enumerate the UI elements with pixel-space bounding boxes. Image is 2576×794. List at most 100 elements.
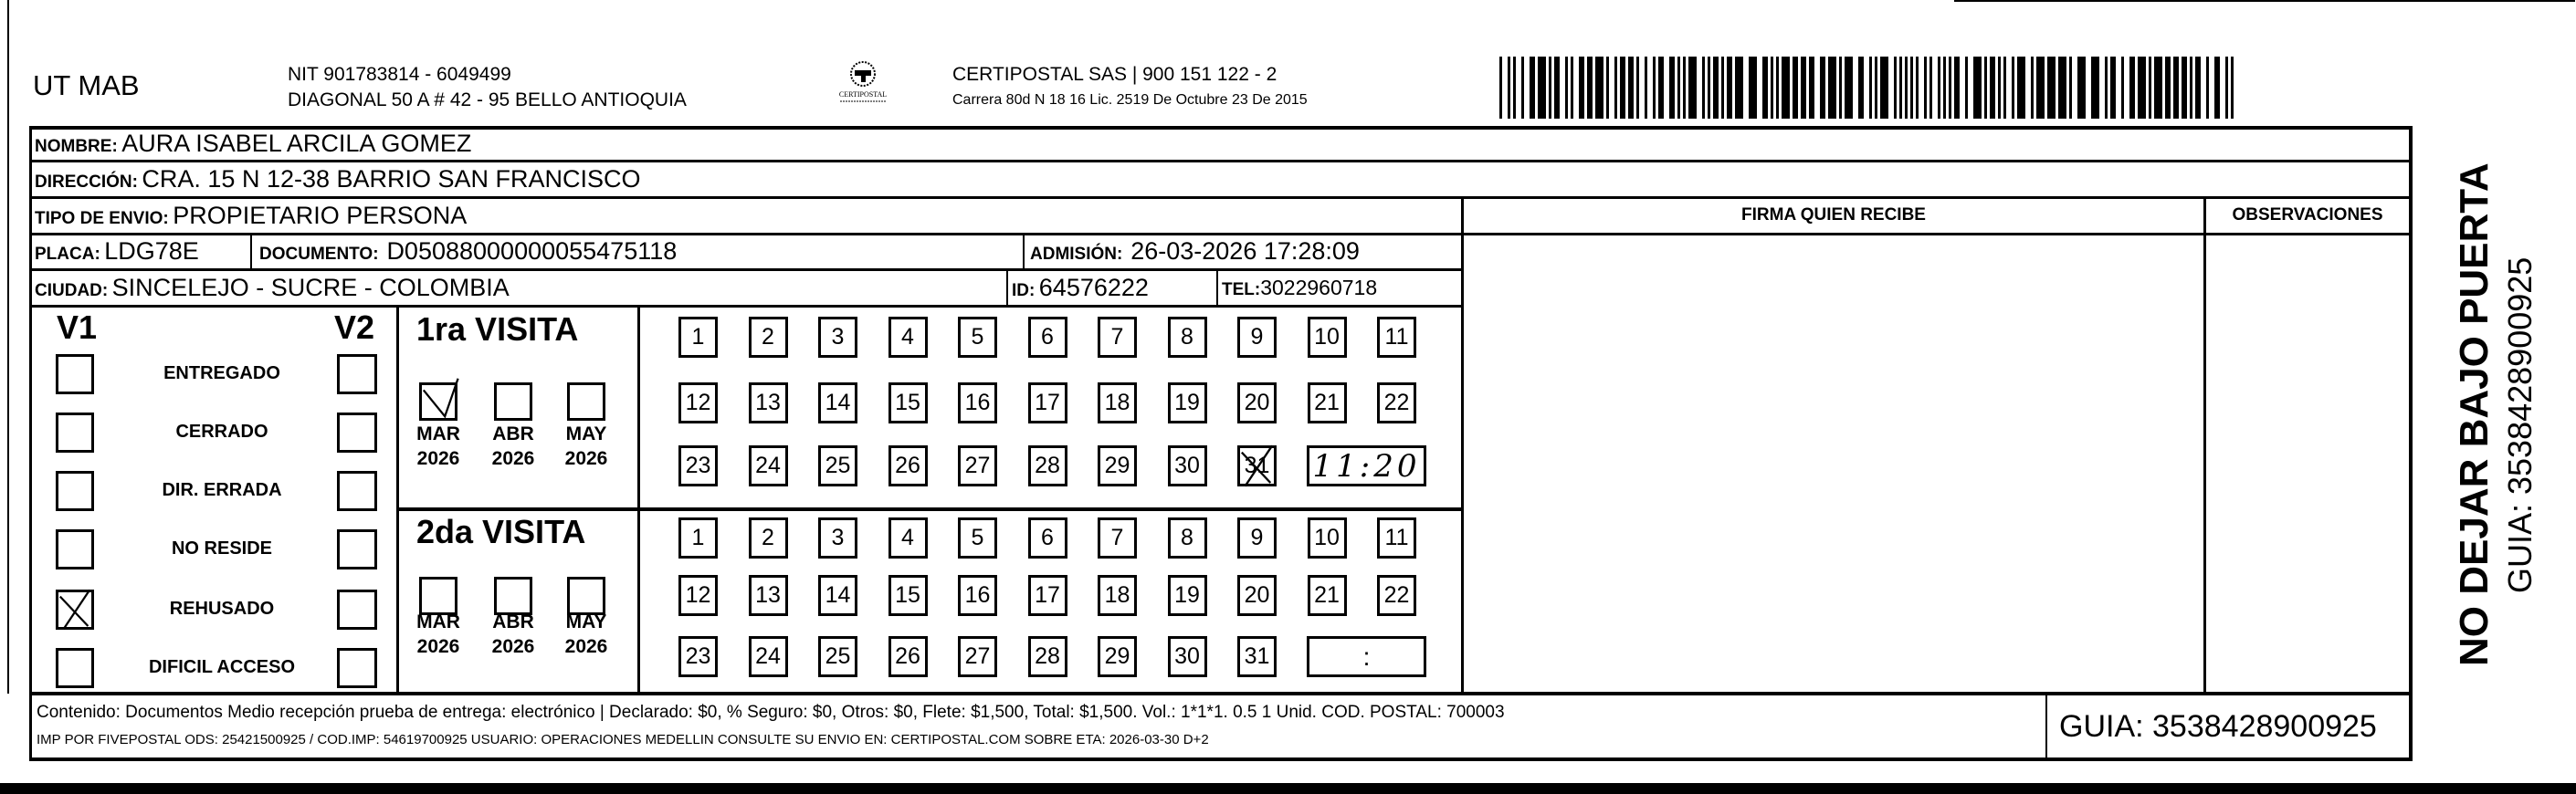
day-box[interactable]: 26	[888, 445, 928, 486]
day-box[interactable]: 8	[1167, 317, 1207, 358]
day-box[interactable]: 30	[1167, 636, 1207, 677]
v1-checkbox[interactable]	[56, 529, 94, 569]
day-box[interactable]: 7	[1098, 517, 1137, 559]
time-box[interactable]: :	[1307, 636, 1426, 677]
v1-checkbox[interactable]	[56, 648, 94, 688]
day-box[interactable]: 16	[958, 575, 997, 616]
tipo-label: TIPO DE ENVIO:	[35, 209, 169, 228]
company-address: DIAGONAL 50 A # 42 - 95 BELLO ANTIOQUIA	[288, 89, 687, 110]
month-checkbox[interactable]	[567, 577, 605, 615]
day-box[interactable]: 13	[748, 575, 788, 616]
day-box[interactable]: 28	[1027, 445, 1067, 486]
day-box[interactable]: 8	[1167, 517, 1207, 559]
time-box[interactable]: 11:20	[1307, 445, 1426, 486]
day-box[interactable]: 18	[1098, 382, 1137, 423]
observaciones-field[interactable]	[2206, 235, 2409, 692]
month-checkbox[interactable]	[419, 577, 457, 615]
v1-checkbox[interactable]	[56, 413, 94, 453]
v2-checkbox[interactable]	[337, 590, 377, 630]
day-box[interactable]: 9	[1237, 517, 1277, 559]
day-box[interactable]: 31	[1237, 444, 1277, 487]
day-box[interactable]: 11	[1377, 517, 1416, 559]
day-box[interactable]: 13	[748, 382, 788, 423]
day-box[interactable]: 25	[818, 445, 857, 486]
day-box[interactable]: 2	[748, 517, 788, 559]
month-checkbox[interactable]	[494, 577, 532, 615]
day-box[interactable]: 22	[1377, 382, 1416, 423]
day-box[interactable]: 17	[1027, 382, 1067, 423]
day-box[interactable]: 10	[1307, 317, 1347, 358]
month-label: ABR 2026	[481, 422, 545, 471]
day-box[interactable]: 4	[888, 517, 928, 559]
month-label: MAR 2026	[406, 610, 470, 659]
day-box[interactable]: 1	[678, 517, 718, 559]
v2-checkbox[interactable]	[337, 471, 377, 511]
day-box[interactable]: 19	[1167, 575, 1207, 616]
day-box[interactable]: 24	[748, 636, 788, 677]
admision-value: 26-03-2026 17:28:09	[1130, 237, 1360, 265]
day-box[interactable]: 24	[748, 445, 788, 486]
day-box[interactable]: 25	[818, 636, 857, 677]
barcode	[1499, 57, 2234, 119]
v1-checkbox[interactable]	[56, 354, 94, 394]
day-box[interactable]: 14	[818, 382, 857, 423]
day-box[interactable]: 31	[1237, 636, 1277, 677]
day-box[interactable]: 14	[818, 575, 857, 616]
v1-checkbox[interactable]	[56, 589, 94, 631]
day-box[interactable]: 4	[888, 317, 928, 358]
admision-cell: ADMISIÓN: 26-03-2026 17:28:09	[1030, 237, 1360, 266]
day-box[interactable]: 19	[1167, 382, 1207, 423]
v2-checkbox[interactable]	[337, 529, 377, 569]
day-box[interactable]: 17	[1027, 575, 1067, 616]
day-box[interactable]: 26	[888, 636, 928, 677]
day-box[interactable]: 1	[678, 317, 718, 358]
row-line	[29, 305, 1463, 308]
day-box[interactable]: 11	[1377, 317, 1416, 358]
day-box[interactable]: 29	[1098, 445, 1137, 486]
day-box[interactable]: 3	[818, 317, 857, 358]
day-box[interactable]: 5	[958, 317, 997, 358]
barcode-bar	[1875, 57, 1877, 119]
barcode-bar	[2110, 57, 2116, 119]
day-box[interactable]: 22	[1377, 575, 1416, 616]
day-box[interactable]: 21	[1307, 575, 1347, 616]
month-checkbox[interactable]	[419, 378, 459, 421]
day-box[interactable]: 12	[678, 382, 718, 423]
month-checkbox[interactable]	[567, 382, 605, 421]
day-box[interactable]: 27	[958, 636, 997, 677]
day-box[interactable]: 29	[1098, 636, 1137, 677]
day-box[interactable]: 16	[958, 382, 997, 423]
day-box[interactable]: 21	[1307, 382, 1347, 423]
day-box[interactable]: 23	[678, 636, 718, 677]
day-box[interactable]: 27	[958, 445, 997, 486]
day-box[interactable]: 3	[818, 517, 857, 559]
day-box[interactable]: 20	[1237, 575, 1277, 616]
day-box[interactable]: 20	[1237, 382, 1277, 423]
barcode-bar	[1924, 57, 1927, 119]
v2-checkbox[interactable]	[337, 354, 377, 394]
barcode-bar	[2154, 57, 2162, 119]
certipostal-logo: CERTIPOSTAL	[826, 58, 899, 104]
signature-field[interactable]	[1464, 235, 2203, 692]
month-checkbox[interactable]	[494, 382, 532, 421]
day-box[interactable]: 6	[1027, 517, 1067, 559]
v2-checkbox[interactable]	[337, 648, 377, 688]
day-box[interactable]: 15	[888, 382, 928, 423]
day-box[interactable]: 7	[1098, 317, 1137, 358]
day-box[interactable]: 10	[1307, 517, 1347, 559]
ciudad-value: SINCELEJO - SUCRE - COLOMBIA	[111, 274, 510, 301]
day-box[interactable]: 15	[888, 575, 928, 616]
v1-checkbox[interactable]	[56, 471, 94, 511]
day-box[interactable]: 18	[1098, 575, 1137, 616]
frame-bottom	[29, 757, 2413, 761]
day-box[interactable]: 2	[748, 317, 788, 358]
day-box[interactable]: 23	[678, 445, 718, 486]
v2-checkbox[interactable]	[337, 413, 377, 453]
day-box[interactable]: 30	[1167, 445, 1207, 486]
day-box[interactable]: 9	[1237, 317, 1277, 358]
barcode-bar	[1949, 57, 1951, 119]
day-box[interactable]: 28	[1027, 636, 1067, 677]
day-box[interactable]: 6	[1027, 317, 1067, 358]
day-box[interactable]: 12	[678, 575, 718, 616]
day-box[interactable]: 5	[958, 517, 997, 559]
